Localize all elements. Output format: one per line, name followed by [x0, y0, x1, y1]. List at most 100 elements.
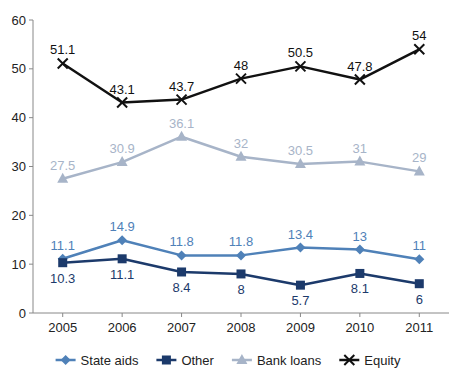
y-tick: [29, 313, 33, 314]
y-tick-label: 0: [19, 306, 26, 321]
legend-marker: [236, 354, 247, 364]
marker: [355, 269, 364, 278]
legend-marker: [344, 355, 354, 365]
x-tick: [300, 313, 301, 317]
x-tick: [419, 313, 420, 317]
x-tick-label: 2009: [286, 320, 315, 335]
data-label: 30.5: [288, 143, 313, 158]
marker: [117, 235, 127, 245]
legend-label: State aids: [81, 353, 139, 368]
y-tick-label: 60: [12, 13, 26, 28]
data-label: 36.1: [169, 116, 194, 131]
data-label: 48: [234, 58, 248, 73]
data-label: 47.8: [347, 59, 372, 74]
x-tick-label: 2008: [227, 320, 256, 335]
data-label: 8: [237, 282, 244, 297]
series-line: [63, 49, 420, 102]
marker: [177, 250, 187, 260]
y-tick-label: 40: [12, 110, 26, 125]
data-labels: 11.1 14.9 11.8 11.8 13.4 13 11 10.3 11.1 8.4 8 5.7 8…: [50, 28, 426, 308]
x-tick: [122, 313, 123, 317]
data-label: 29: [412, 150, 426, 165]
y-tick: [29, 20, 33, 21]
marker: [355, 75, 365, 85]
marker: [58, 258, 67, 267]
marker: [355, 245, 365, 255]
marker: [295, 61, 305, 71]
legend-item: State aids: [56, 353, 139, 368]
legend-label: Equity: [364, 353, 401, 368]
data-label: 5.7: [291, 293, 309, 308]
data-label: 10.3: [50, 271, 75, 286]
marker: [118, 254, 127, 263]
data-label: 8.1: [351, 281, 369, 296]
data-label: 11: [413, 238, 427, 253]
y-tick: [29, 264, 33, 265]
y-tick-label: 20: [12, 208, 26, 223]
data-label: 11.8: [169, 234, 193, 249]
marker: [415, 279, 424, 288]
marker: [117, 98, 127, 108]
marker: [177, 95, 187, 105]
data-label: 32: [234, 136, 248, 151]
marker: [236, 74, 246, 84]
x-tick-label: 2006: [108, 320, 137, 335]
y-tick: [29, 166, 33, 167]
x-tick-label: 2011: [405, 320, 433, 335]
marker: [236, 151, 247, 161]
data-label: 11.1: [110, 267, 134, 282]
y-tick: [29, 117, 33, 118]
data-label: 8.4: [173, 280, 191, 295]
marker: [414, 254, 424, 264]
marker: [354, 156, 365, 166]
data-label: 11.1: [51, 238, 75, 253]
legend-marker: [61, 355, 71, 365]
marker: [414, 44, 424, 54]
marker: [117, 156, 128, 166]
data-label: 30.9: [109, 141, 134, 156]
legend-marker: [162, 356, 171, 365]
x-tick: [181, 313, 182, 317]
data-label: 51.1: [50, 42, 75, 57]
legend-item: Other: [156, 353, 214, 368]
legend-item: Bank loans: [232, 353, 322, 368]
y-tick-label: 10: [12, 257, 26, 272]
marker: [58, 58, 68, 68]
marker: [295, 243, 305, 253]
y-tick-label: 30: [12, 159, 26, 174]
data-label: 43.7: [169, 79, 194, 94]
chart-container: 0 10 20 30 40 50 60 2005 2006 2007 2008 2009 2010 201…: [0, 0, 456, 380]
y-tick: [29, 215, 33, 216]
x-tick: [359, 313, 360, 317]
y-tick: [29, 68, 33, 69]
legend-item: Equity: [339, 353, 401, 368]
x-tick-label: 2010: [345, 320, 374, 335]
legend-label: Other: [181, 353, 214, 368]
data-label: 11.8: [229, 234, 253, 249]
x-tick-label: 2005: [48, 320, 77, 335]
marker: [236, 250, 246, 260]
y-tick-label: 50: [12, 61, 26, 76]
chart-svg: 0 10 20 30 40 50 60 2005 2006 2007 2008 2009 2010 201…: [0, 0, 456, 380]
marker: [176, 131, 187, 141]
data-label: 54: [412, 28, 426, 43]
data-label: 43.1: [109, 82, 134, 97]
legend-label: Bank loans: [257, 353, 322, 368]
data-label: 50.5: [288, 45, 313, 60]
x-tick: [241, 313, 242, 317]
plot-area: [57, 44, 425, 289]
x-tick: [62, 313, 63, 317]
data-label: 14.9: [109, 219, 134, 234]
data-label: 6: [416, 292, 423, 307]
marker: [57, 173, 68, 183]
x-tick-label: 2007: [167, 320, 196, 335]
data-label: 27.5: [50, 158, 75, 173]
marker: [177, 267, 186, 276]
data-label: 31: [353, 141, 367, 156]
marker: [295, 158, 306, 168]
data-label: 13.4: [288, 227, 313, 242]
marker: [414, 165, 425, 175]
marker: [237, 269, 246, 278]
series-line: [63, 137, 420, 179]
data-label: 13: [353, 229, 367, 244]
